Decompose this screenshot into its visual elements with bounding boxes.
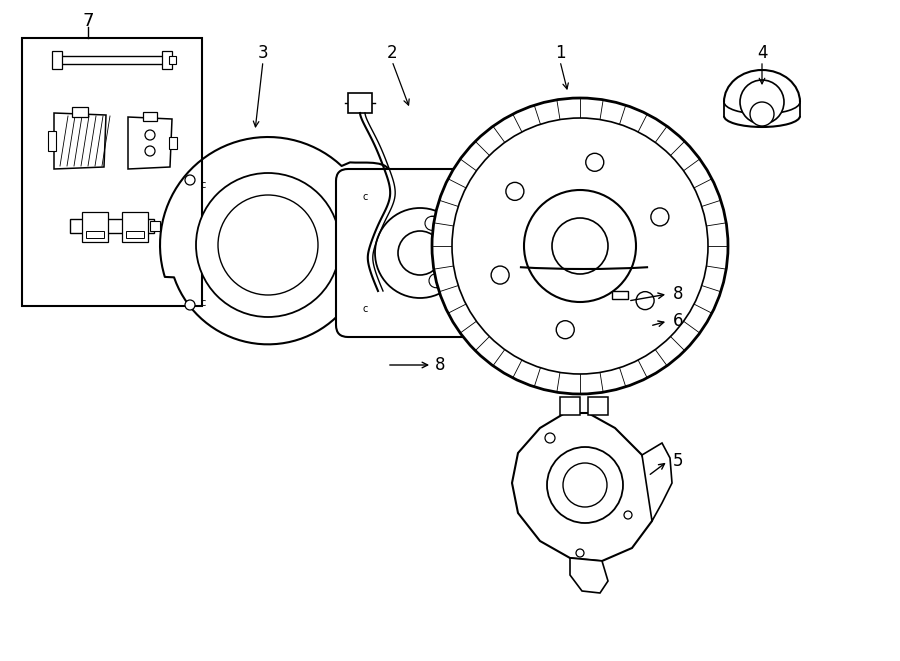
Circle shape	[491, 266, 509, 284]
Bar	[126, 231, 144, 238]
Circle shape	[145, 130, 155, 140]
Text: 7: 7	[82, 12, 94, 30]
Bar	[48, 131, 56, 151]
Bar	[82, 212, 108, 242]
Circle shape	[429, 274, 443, 288]
Bar	[150, 221, 160, 231]
Bar	[122, 212, 148, 242]
Circle shape	[185, 300, 195, 310]
Circle shape	[425, 216, 439, 230]
Text: c: c	[363, 192, 368, 202]
Polygon shape	[642, 443, 672, 521]
Polygon shape	[570, 558, 608, 593]
Bar	[560, 397, 580, 415]
Circle shape	[398, 231, 442, 275]
Bar	[70, 219, 154, 233]
Circle shape	[545, 433, 555, 443]
Text: 6: 6	[673, 312, 683, 330]
Circle shape	[218, 195, 318, 295]
Circle shape	[394, 228, 422, 256]
Text: 1: 1	[554, 44, 565, 62]
Circle shape	[432, 98, 728, 394]
Circle shape	[495, 223, 507, 235]
Circle shape	[481, 213, 493, 225]
Circle shape	[556, 321, 574, 338]
Bar	[143, 112, 157, 121]
Bar	[162, 51, 172, 69]
Circle shape	[524, 190, 636, 302]
Polygon shape	[512, 413, 655, 561]
Circle shape	[372, 293, 382, 303]
Circle shape	[196, 173, 340, 317]
Circle shape	[624, 511, 632, 519]
Text: 4: 4	[757, 44, 767, 62]
Text: c: c	[363, 304, 368, 314]
Bar	[612, 291, 628, 299]
Text: 3: 3	[257, 44, 268, 62]
Circle shape	[750, 102, 774, 126]
Circle shape	[485, 270, 497, 282]
Bar	[588, 397, 608, 415]
Text: 8: 8	[673, 285, 683, 303]
Circle shape	[375, 208, 465, 298]
Circle shape	[506, 182, 524, 200]
Circle shape	[740, 80, 784, 124]
Text: c: c	[201, 298, 206, 308]
Circle shape	[552, 218, 608, 274]
Circle shape	[635, 340, 645, 350]
Circle shape	[639, 315, 651, 327]
Bar	[22, 38, 202, 306]
Text: 8: 8	[435, 356, 446, 374]
Circle shape	[500, 240, 513, 252]
Circle shape	[563, 463, 607, 507]
Text: 5: 5	[673, 452, 683, 470]
Polygon shape	[128, 117, 172, 169]
Bar	[60, 56, 164, 64]
Polygon shape	[54, 113, 106, 169]
Text: c: c	[201, 180, 206, 190]
Circle shape	[651, 208, 669, 226]
Bar	[52, 51, 62, 69]
Circle shape	[367, 288, 387, 308]
Circle shape	[145, 146, 155, 156]
Bar	[72, 107, 88, 117]
Circle shape	[445, 244, 459, 258]
Circle shape	[185, 175, 195, 185]
Circle shape	[547, 447, 623, 523]
Circle shape	[439, 227, 453, 241]
Bar	[86, 231, 104, 238]
Polygon shape	[616, 298, 672, 365]
Circle shape	[441, 261, 455, 275]
Circle shape	[636, 292, 654, 309]
Bar	[348, 93, 372, 113]
Circle shape	[586, 153, 604, 171]
FancyBboxPatch shape	[336, 169, 504, 337]
Bar	[169, 137, 177, 149]
Circle shape	[576, 549, 584, 557]
Circle shape	[497, 257, 509, 269]
Bar	[169, 56, 176, 64]
Circle shape	[452, 118, 708, 374]
Text: 2: 2	[387, 44, 397, 62]
Polygon shape	[363, 220, 416, 267]
